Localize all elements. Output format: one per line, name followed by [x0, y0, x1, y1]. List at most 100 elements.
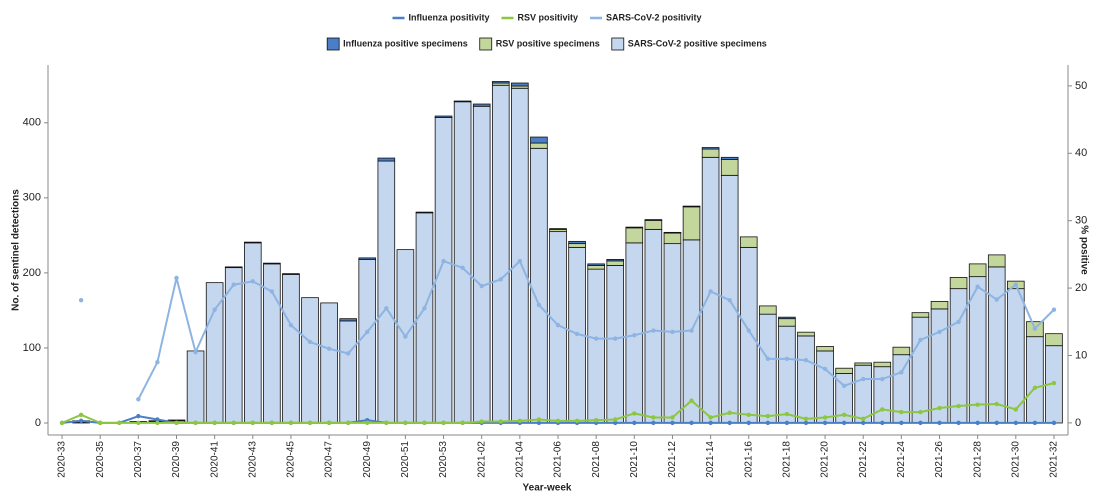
line-point — [975, 284, 980, 289]
line-point — [746, 328, 751, 333]
x-tick-label: 2021-28 — [972, 441, 983, 478]
line-point — [269, 420, 275, 426]
line-point — [250, 279, 255, 284]
line-point — [1051, 380, 1057, 386]
line-point — [441, 258, 446, 264]
line-point — [117, 420, 122, 426]
line-point — [975, 402, 980, 407]
y-tick-label: 400 — [23, 117, 41, 129]
x-tick-label: 2021-20 — [820, 441, 831, 478]
line-point — [155, 417, 160, 422]
x-tick-label: 2021-06 — [553, 441, 564, 478]
bar-segment — [644, 219, 663, 221]
bar-segment — [663, 232, 682, 245]
line-point — [460, 420, 465, 426]
line-point — [975, 420, 980, 426]
line-point — [536, 417, 542, 422]
bar-segment — [282, 273, 300, 275]
line-point — [97, 420, 103, 426]
x-tick-label: 2020-43 — [247, 441, 258, 478]
line-point — [78, 412, 84, 417]
y-tick-label: 100 — [23, 342, 41, 354]
line-point — [613, 336, 618, 341]
line-point — [574, 418, 580, 424]
line-point — [899, 370, 904, 375]
x-tick-label: 2021-10 — [629, 441, 640, 478]
legend-label: RSV positive specimens — [496, 38, 600, 48]
bar-segment — [625, 226, 644, 229]
line-point — [689, 328, 694, 333]
line-point — [345, 351, 351, 356]
line-point — [422, 420, 427, 426]
bar-segment — [682, 206, 701, 241]
line-point — [307, 339, 313, 345]
bar-segment — [987, 266, 1006, 424]
x-tick-label: 2020-47 — [324, 441, 335, 478]
line-point — [784, 356, 790, 362]
y2-tick-label: 0 — [1075, 417, 1081, 429]
line-point — [937, 405, 942, 411]
line-point — [231, 282, 236, 287]
line-point — [651, 420, 656, 426]
bar-segment — [205, 282, 224, 424]
line-point — [613, 420, 618, 426]
line-point — [1032, 385, 1038, 391]
line-point — [155, 420, 160, 426]
line-point — [288, 420, 294, 426]
bar-segment — [224, 266, 243, 269]
bar-segment — [434, 115, 453, 118]
line-point — [78, 418, 84, 424]
bar-segment — [873, 366, 892, 424]
line-point — [269, 289, 275, 294]
bar-segment — [568, 240, 586, 245]
bar-segment — [739, 246, 758, 424]
bar-segment — [282, 273, 300, 424]
line-point — [708, 289, 713, 294]
bar-segment — [587, 264, 605, 270]
x-tick-label: 2021-08 — [591, 441, 602, 478]
line-point — [994, 297, 999, 302]
bar-segment — [759, 313, 777, 424]
line-point — [765, 413, 771, 419]
line-point — [765, 420, 771, 426]
line-point — [613, 417, 618, 422]
line-point — [517, 258, 523, 264]
x-tick-label: 2021-24 — [896, 441, 907, 478]
x-tick-label: 2020-45 — [286, 441, 297, 478]
bar-segment — [701, 148, 720, 158]
line-point — [956, 420, 961, 426]
x-tick-label: 2021-04 — [514, 441, 525, 478]
line-point — [708, 420, 713, 426]
line-point — [136, 397, 141, 402]
line-point — [918, 420, 923, 426]
line-point — [956, 403, 961, 409]
line-point — [727, 298, 732, 303]
bar-segment — [1045, 333, 1063, 347]
bar-segment — [530, 147, 548, 424]
line-point — [727, 410, 732, 415]
bar-segment — [778, 318, 796, 327]
bar-segment — [186, 350, 205, 424]
line-point — [212, 420, 217, 426]
line-point — [422, 306, 427, 311]
y2-tick-label: 40 — [1075, 147, 1087, 159]
y-tick-label: 200 — [23, 267, 41, 279]
line-point — [861, 420, 866, 426]
legend-label: Influenza positive specimens — [343, 38, 468, 48]
line-point — [231, 420, 236, 426]
bar-segment — [472, 103, 491, 107]
bar-segment — [587, 268, 605, 424]
bar-segment — [797, 331, 815, 337]
line-point — [689, 420, 694, 426]
line-point — [574, 331, 580, 337]
legend-label: SARS-CoV-2 positive specimens — [628, 38, 767, 48]
line-point — [155, 360, 160, 365]
line-point — [593, 336, 599, 341]
line-point — [651, 328, 656, 333]
line-point — [1032, 420, 1038, 426]
line-point — [1013, 420, 1019, 426]
x-tick-label: 2021-30 — [1010, 441, 1021, 478]
line-point — [746, 420, 751, 426]
bar-segment — [263, 262, 281, 265]
line-point — [918, 337, 923, 343]
